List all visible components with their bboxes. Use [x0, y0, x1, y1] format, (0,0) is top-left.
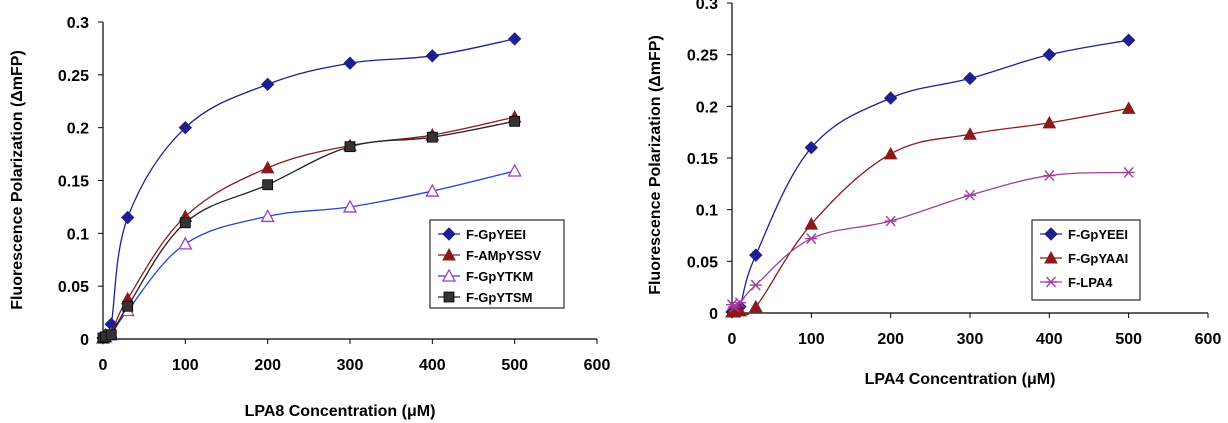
legend-marker [1044, 250, 1058, 264]
legend: F-GpYEEI F-GpYAAI F-LPA4 [1031, 219, 1141, 301]
data-point [260, 160, 275, 174]
legend-label: F-GpYAAI [1068, 251, 1128, 266]
y-tick-label: 0 [709, 306, 718, 323]
y-tick-label: 0.2 [696, 99, 718, 116]
y-axis-label: Fluorescence Polarization (ΔmFP) [9, 50, 26, 310]
series-F-GpYTSM [97, 115, 521, 344]
data-point [804, 140, 819, 155]
data-point [262, 179, 274, 191]
y-tick-label: 0 [80, 332, 89, 349]
series-F-LPA4 [726, 166, 1135, 313]
legend-marker [442, 227, 456, 241]
y-axis-label: Fluorescence Polarization (ΔmFP) [647, 35, 664, 295]
x-axis-label: LPA8 Concentration (μM) [245, 403, 436, 420]
y-tick-label: 0.25 [687, 48, 718, 65]
data-point [105, 329, 117, 341]
data-point [342, 199, 358, 213]
y-tick-label: 0.2 [67, 121, 89, 138]
x-tick-label: 200 [877, 331, 904, 348]
data-point [964, 189, 976, 201]
data-point [178, 120, 193, 135]
data-point [425, 49, 440, 63]
data-point [1042, 115, 1057, 129]
legend-label: F-GpYTKM [466, 269, 533, 284]
data-point [507, 32, 522, 46]
y-tick-label: 0.05 [687, 254, 718, 271]
legend-label: F-GpYEEI [466, 227, 526, 242]
x-tick-label: 400 [419, 357, 446, 374]
data-point [260, 209, 275, 223]
legend: F-GpYEEI F-AMpYSSV F-GpYTKM F-GpYTSM [429, 219, 565, 309]
data-point [426, 131, 438, 143]
data-point [749, 279, 762, 291]
x-tick-label: 100 [172, 357, 199, 374]
legend-marker [1045, 276, 1057, 288]
data-point [509, 115, 521, 127]
data-point [963, 127, 977, 140]
x-tick-label: 300 [957, 331, 984, 348]
x-tick-label: 0 [99, 357, 108, 374]
legend-label: F-GpYTSM [466, 290, 532, 305]
data-point [748, 299, 763, 313]
chart-1: 0 0.05 0.1 0.15 0.2 0.25 0.3 0 100 200 300 400 500 60… [9, 15, 610, 420]
x-tick-label: 0 [728, 331, 737, 348]
y-tick-label: 0.3 [67, 15, 89, 32]
legend-marker [441, 268, 457, 282]
data-point [178, 236, 193, 250]
y-tick-label: 0.25 [58, 68, 89, 85]
data-point [728, 301, 741, 313]
data-point [804, 217, 819, 230]
data-point [884, 215, 897, 227]
data-point [883, 91, 898, 105]
x-tick-label: 500 [501, 357, 528, 374]
data-point [963, 71, 977, 86]
legend-label: F-GpYEEI [1068, 227, 1128, 242]
data-point [1043, 170, 1056, 182]
data-point [344, 141, 356, 153]
data-point [343, 56, 357, 70]
y-tick-label: 0.1 [67, 226, 89, 243]
chart-2: 0 0.05 0.1 0.15 0.2 0.25 0.3 0 100 200 300 400 500 60… [647, 0, 1221, 388]
x-tick-label: 400 [1036, 331, 1063, 348]
y-tick-label: 0.3 [696, 0, 718, 13]
data-point [805, 233, 818, 245]
y-tick-label: 0.05 [58, 279, 89, 296]
x-axis-label: LPA4 Concentration (μM) [865, 371, 1056, 388]
legend-marker [443, 291, 455, 303]
data-point [179, 217, 191, 229]
data-point [260, 77, 275, 92]
x-tick-label: 300 [337, 357, 364, 374]
data-point [507, 163, 522, 177]
x-tick-label: 600 [584, 357, 611, 374]
x-tick-label: 100 [798, 331, 825, 348]
data-point [883, 146, 898, 160]
data-point [122, 300, 134, 312]
data-point [1121, 101, 1136, 114]
x-tick-label: 500 [1115, 331, 1142, 348]
legend-marker [1044, 227, 1058, 241]
x-tick-label: 600 [1195, 331, 1222, 348]
legend-marker [442, 247, 456, 261]
legend-label: F-AMpYSSV [466, 248, 541, 263]
data-point [733, 297, 746, 309]
data-point [425, 183, 440, 197]
data-point [120, 210, 135, 225]
legend-label: F-LPA4 [1068, 275, 1113, 290]
data-point [749, 248, 763, 262]
y-tick-label: 0.15 [687, 151, 718, 168]
y-tick-label: 0.15 [58, 174, 89, 191]
data-point [1042, 47, 1057, 62]
y-tick-label: 0.1 [696, 203, 718, 220]
data-point [1121, 33, 1136, 47]
x-tick-label: 200 [254, 357, 281, 374]
data-point [1122, 166, 1135, 178]
series-F-GpYAAI [725, 101, 1136, 318]
